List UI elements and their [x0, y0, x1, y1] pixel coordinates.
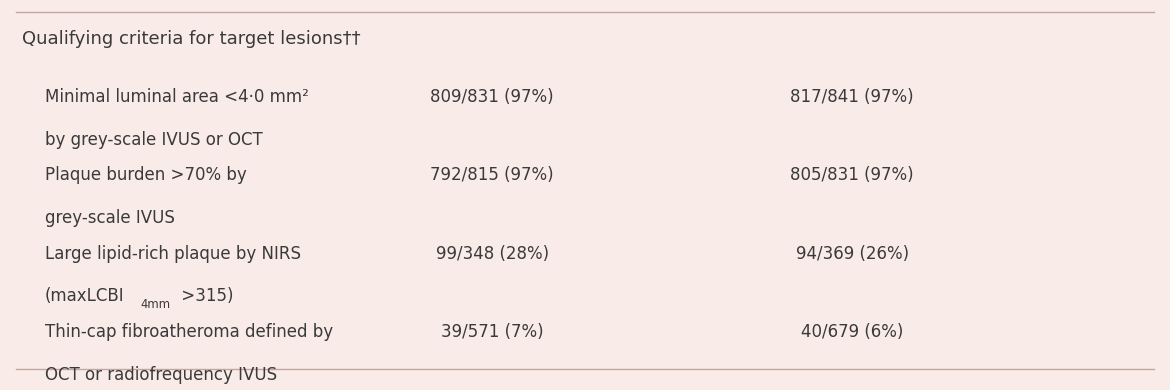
Text: 40/679 (6%): 40/679 (6%) — [801, 323, 903, 341]
Text: 94/369 (26%): 94/369 (26%) — [796, 245, 909, 262]
Text: grey-scale IVUS: grey-scale IVUS — [44, 209, 174, 227]
Text: by grey-scale IVUS or OCT: by grey-scale IVUS or OCT — [44, 131, 262, 149]
Text: 39/571 (7%): 39/571 (7%) — [441, 323, 543, 341]
Text: >315): >315) — [177, 287, 234, 305]
Text: Plaque burden >70% by: Plaque burden >70% by — [44, 166, 247, 184]
Text: (maxLCBI: (maxLCBI — [44, 287, 124, 305]
Text: 805/831 (97%): 805/831 (97%) — [791, 166, 914, 184]
Text: Large lipid-rich plaque by NIRS: Large lipid-rich plaque by NIRS — [44, 245, 301, 262]
Text: 809/831 (97%): 809/831 (97%) — [431, 88, 553, 106]
Text: 792/815 (97%): 792/815 (97%) — [431, 166, 553, 184]
Text: 817/841 (97%): 817/841 (97%) — [791, 88, 914, 106]
Text: 4mm: 4mm — [140, 298, 170, 311]
Text: OCT or radiofrequency IVUS: OCT or radiofrequency IVUS — [44, 366, 277, 384]
Text: 99/348 (28%): 99/348 (28%) — [435, 245, 549, 262]
Text: Minimal luminal area <4·0 mm²: Minimal luminal area <4·0 mm² — [44, 88, 309, 106]
Text: Thin-cap fibroatheroma defined by: Thin-cap fibroatheroma defined by — [44, 323, 333, 341]
Text: Qualifying criteria for target lesions††: Qualifying criteria for target lesions†† — [21, 30, 360, 48]
